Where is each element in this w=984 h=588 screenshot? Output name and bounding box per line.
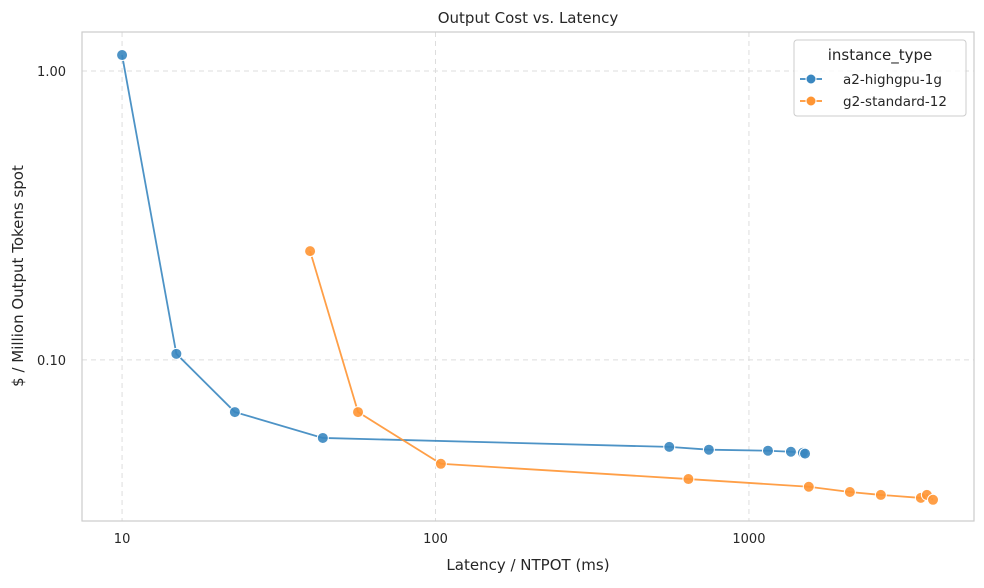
data-point bbox=[927, 493, 940, 506]
legend-marker bbox=[805, 95, 817, 107]
plot-frame bbox=[81, 31, 975, 522]
legend-box bbox=[793, 39, 967, 117]
data-point bbox=[228, 406, 241, 419]
x-tick-label: 1000 bbox=[732, 532, 765, 547]
x-tick-label: 10 bbox=[114, 532, 131, 547]
series-line bbox=[309, 250, 934, 501]
legend: instance_type a2-highgpu-1g g2-standard-1… bbox=[793, 39, 967, 117]
data-point bbox=[170, 347, 183, 360]
data-point bbox=[316, 431, 329, 444]
data-point bbox=[682, 473, 695, 486]
legend-title: instance_type bbox=[828, 46, 933, 65]
data-point bbox=[761, 444, 774, 457]
data-point bbox=[784, 445, 797, 458]
y-tick-label: 0.10 bbox=[37, 354, 66, 369]
ticks: 10 100 1000 0.10 1.00 bbox=[37, 65, 765, 547]
data-point bbox=[799, 447, 812, 460]
series bbox=[116, 49, 940, 506]
data-point bbox=[702, 443, 715, 456]
data-point bbox=[874, 488, 887, 501]
data-point bbox=[352, 406, 365, 419]
y-axis-label: $ / Million Output Tokens spot bbox=[9, 165, 27, 387]
legend-label: g2-standard-12 bbox=[843, 94, 947, 110]
legend-marker bbox=[805, 73, 817, 85]
data-point bbox=[434, 457, 447, 470]
x-axis-label: Latency / NTPOT (ms) bbox=[446, 556, 609, 574]
data-point bbox=[116, 49, 129, 62]
chart-title: Output Cost vs. Latency bbox=[438, 9, 619, 27]
data-point bbox=[304, 245, 317, 258]
series-g2-standard-12 bbox=[304, 245, 940, 506]
data-point bbox=[663, 440, 676, 453]
data-point bbox=[843, 486, 856, 499]
data-point bbox=[802, 480, 815, 493]
x-tick-label: 100 bbox=[423, 532, 448, 547]
grid bbox=[82, 32, 974, 521]
legend-label: a2-highgpu-1g bbox=[843, 72, 942, 88]
series-a2-highgpu-1g bbox=[116, 49, 812, 460]
series-line bbox=[121, 54, 806, 455]
y-tick-label: 1.00 bbox=[37, 65, 66, 80]
